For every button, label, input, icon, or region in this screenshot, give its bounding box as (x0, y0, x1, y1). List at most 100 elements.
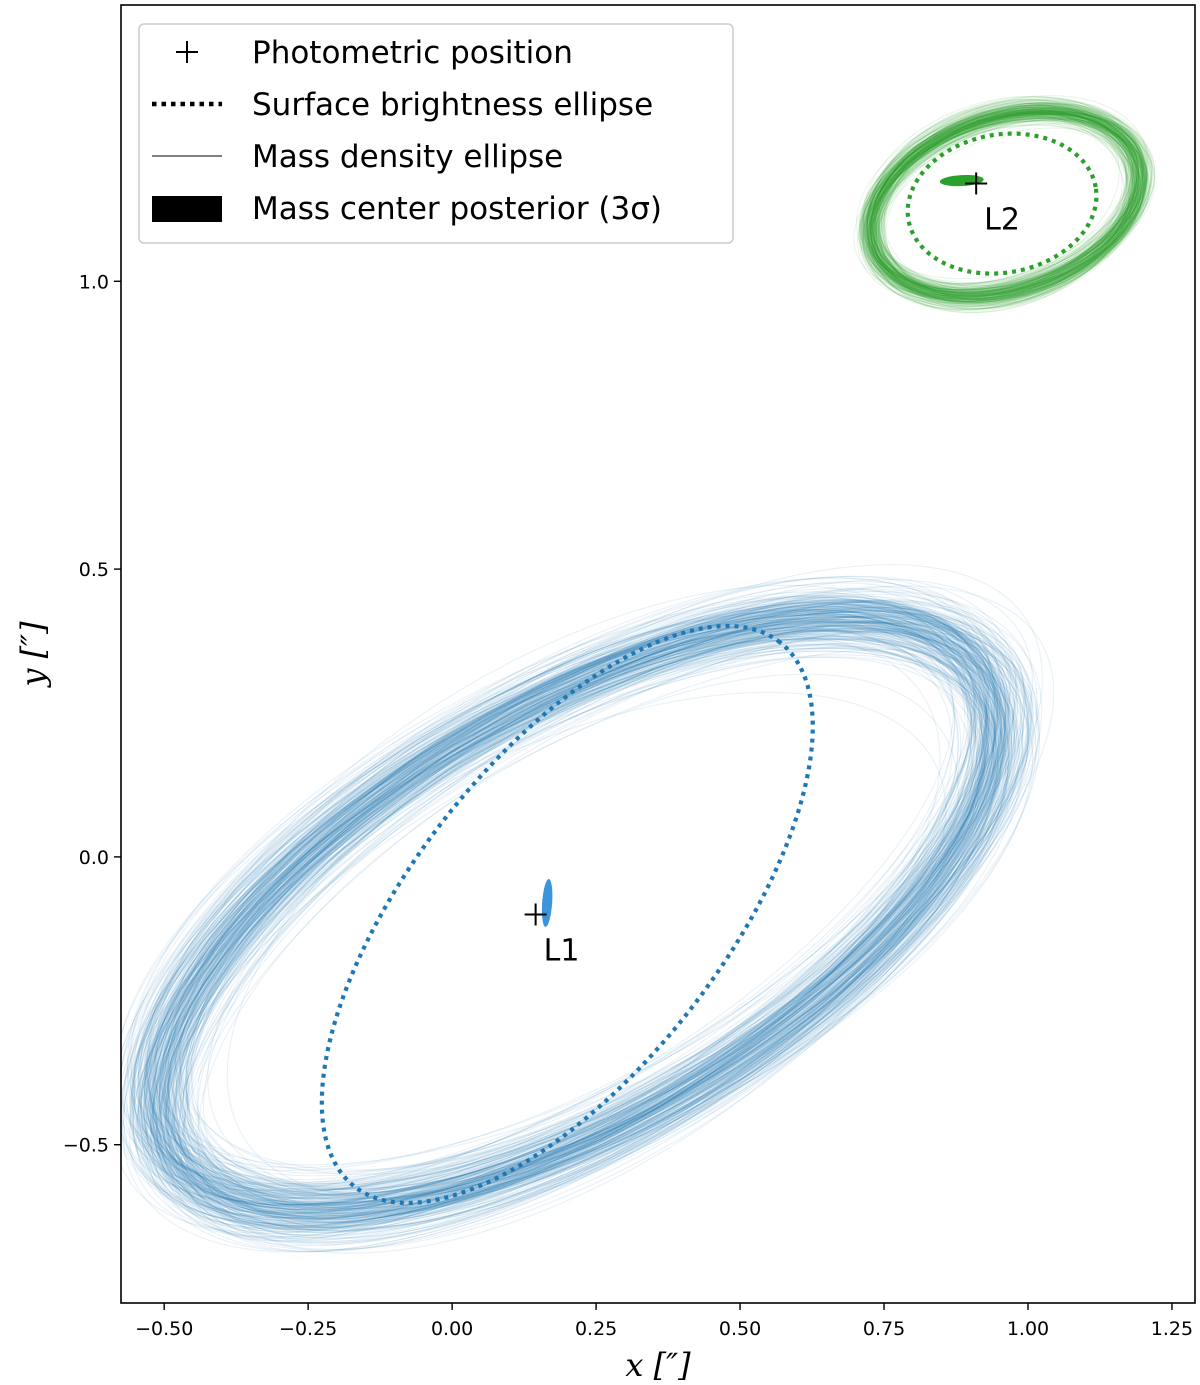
mass-density-sample-l2 (866, 107, 1142, 291)
mass-density-sample-l1 (182, 601, 978, 1221)
mass-density-sample-l2 (865, 112, 1145, 293)
mass-density-sample-l1 (158, 589, 994, 1228)
mass-density-sample-l1 (145, 616, 1029, 1166)
mass-density-sample-l2 (861, 112, 1125, 305)
mass-density-sample-l2 (873, 105, 1144, 297)
mass-density-sample-l1 (138, 624, 1007, 1200)
mass-density-sample-l2 (858, 113, 1141, 301)
mass-density-sample-l2 (861, 111, 1146, 300)
mass-density-sample-l1 (139, 638, 987, 1206)
mass-density-sample-l1 (174, 628, 982, 1190)
mass-density-sample-l2 (870, 112, 1139, 302)
mass-density-sample-l2 (871, 104, 1153, 293)
mass-density-sample-l2 (866, 99, 1133, 302)
mass-density-sample-l2 (872, 111, 1128, 296)
mass-density-sample-l2 (864, 102, 1139, 299)
mass-density-sample-l2 (869, 104, 1139, 285)
mass-density-sample-l1 (180, 622, 991, 1215)
mass-density-sample-l1 (124, 609, 1040, 1205)
mass-density-sample-l1 (166, 650, 997, 1217)
mass-density-sample-l2 (857, 111, 1134, 304)
mass-density-sample-l2 (866, 101, 1146, 306)
mass-density-sample-l1 (170, 629, 998, 1201)
mass-density-sample-l2 (873, 111, 1142, 297)
mass-density-sample-l1 (146, 620, 991, 1197)
mass-density-sample-l1 (180, 644, 979, 1196)
mass-density-sample-l2 (869, 121, 1130, 314)
mass-density-sample-l1 (121, 609, 1017, 1206)
mass-density-sample-l2 (866, 113, 1139, 290)
mass-density-sample-l2 (874, 111, 1146, 296)
y-tick-label: −0.5 (63, 1135, 109, 1157)
mass-density-sample-l2 (881, 112, 1140, 293)
mass-density-sample-l2 (869, 114, 1145, 298)
mass-density-sample-l1 (180, 631, 1015, 1253)
mass-density-sample-l1 (153, 564, 1043, 1225)
mass-density-sample-l1 (178, 599, 975, 1196)
mass-density-sample-l1 (154, 620, 973, 1226)
mass-density-sample-l1 (143, 637, 978, 1200)
lens-l2: L2 (853, 95, 1156, 314)
mass-density-sample-l2 (876, 110, 1145, 293)
mass-density-sample-l2 (873, 103, 1144, 291)
mass-density-sample-l1 (129, 600, 1002, 1193)
mass-density-sample-l2 (863, 112, 1140, 302)
mass-density-sample-l1 (167, 606, 1001, 1244)
mass-density-sample-l2 (868, 109, 1140, 297)
mass-density-sample-l1 (131, 606, 999, 1206)
mass-density-sample-l2 (866, 107, 1144, 293)
mass-density-sample-l2 (878, 107, 1138, 303)
mass-density-sample-l2 (874, 106, 1134, 287)
mass-density-sample-l2 (876, 109, 1137, 301)
legend-label-photometric: Photometric position (252, 35, 573, 71)
mass-density-sample-l1 (153, 599, 1019, 1218)
mass-density-sample-l2 (882, 114, 1144, 300)
mass-density-sample-l1 (144, 611, 1010, 1252)
mass-density-sample-l2 (870, 99, 1127, 294)
mass-density-sample-l1 (164, 605, 1022, 1229)
mass-density-sample-l1 (128, 620, 996, 1238)
mass-density-sample-l1 (138, 580, 1011, 1221)
mass-density-sample-l1 (190, 613, 986, 1194)
mass-density-sample-l1 (159, 656, 990, 1209)
mass-density-sample-l2 (869, 116, 1123, 296)
mass-density-sample-l1 (147, 575, 1017, 1183)
mass-density-sample-l2 (875, 116, 1146, 297)
x-tick-label: 0.00 (431, 1318, 473, 1340)
mass-density-sample-l2 (867, 115, 1137, 299)
mass-density-sample-l1 (173, 610, 1003, 1225)
mass-density-sample-l2 (867, 124, 1133, 300)
mass-density-sample-l1 (137, 598, 988, 1171)
mass-density-sample-l1 (151, 629, 1005, 1209)
mass-density-sample-l1 (164, 644, 981, 1218)
mass-density-sample-l1 (131, 595, 1025, 1236)
x-tick-label: −0.50 (135, 1318, 193, 1340)
mass-density-sample-l1 (166, 621, 986, 1239)
mass-density-sample-l2 (875, 112, 1132, 288)
mass-density-sample-l1 (121, 625, 1016, 1229)
mass-density-sample-l2 (873, 115, 1136, 295)
mass-density-sample-l2 (877, 107, 1150, 289)
mass-density-sample-l1 (174, 616, 1009, 1222)
mass-density-sample-l1 (133, 599, 999, 1215)
mass-density-sample-l2 (870, 110, 1129, 307)
mass-density-sample-l1 (164, 600, 998, 1233)
mass-density-sample-l1 (178, 638, 978, 1175)
mass-density-sample-l2 (871, 101, 1145, 288)
mass-density-sample-l1 (185, 626, 953, 1211)
mass-density-sample-l1 (159, 656, 981, 1207)
mass-density-sample-l1 (121, 625, 1034, 1211)
mass-density-sample-l1 (153, 615, 1033, 1213)
mass-density-sample-l1 (164, 608, 989, 1209)
mass-density-sample-l2 (861, 106, 1142, 297)
mass-density-sample-l2 (880, 114, 1133, 301)
mass-density-sample-l2 (867, 112, 1152, 295)
mass-density-sample-l2 (870, 106, 1148, 302)
mass-density-sample-l2 (858, 111, 1132, 285)
mass-density-sample-l1 (169, 586, 990, 1242)
mass-density-sample-l1 (185, 616, 999, 1214)
mass-density-sample-l1 (130, 619, 1009, 1192)
mass-density-sample-l1 (137, 604, 986, 1232)
mass-density-sample-l1 (152, 603, 991, 1211)
mass-density-sample-l2 (860, 109, 1133, 285)
